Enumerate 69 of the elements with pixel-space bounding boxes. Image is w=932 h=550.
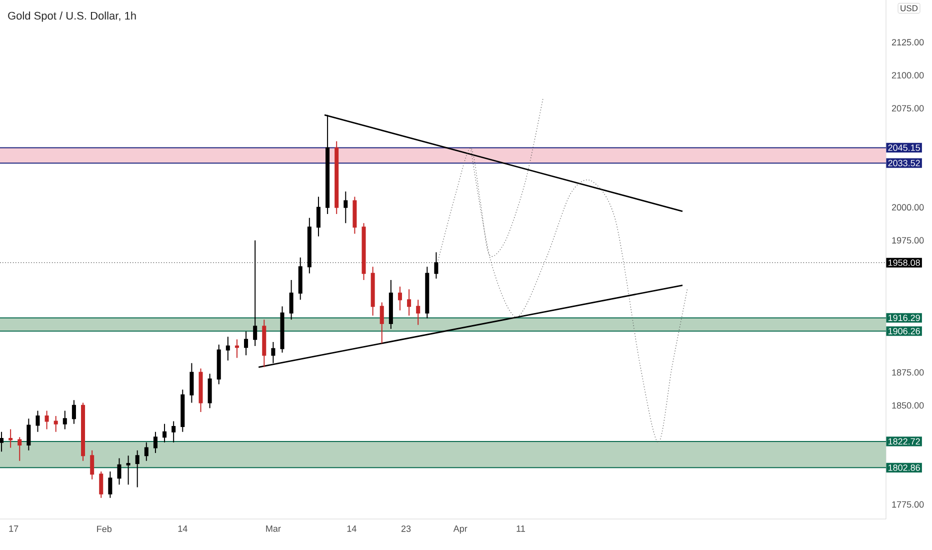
y-tick-label: 1875.00 xyxy=(892,369,924,376)
x-tick-label: 14 xyxy=(347,526,356,532)
candlestick xyxy=(117,458,122,486)
candlestick xyxy=(135,450,140,488)
candlestick xyxy=(0,431,4,452)
candlestick xyxy=(44,410,49,430)
candlestick xyxy=(190,362,194,404)
candlestick xyxy=(388,279,393,330)
x-tick-label: 14 xyxy=(178,526,188,532)
candlestick xyxy=(81,402,86,462)
candlestick xyxy=(26,418,31,451)
text: Gold Spot / U.S. Dollar, 1h xyxy=(8,12,136,22)
x-tick-label: 11 xyxy=(516,526,525,532)
candlestick xyxy=(62,410,67,430)
candlestick xyxy=(126,455,130,486)
candlestick xyxy=(425,266,430,319)
ref-line-label: 2045.15 xyxy=(888,144,920,151)
candlestick xyxy=(244,330,248,356)
ref-line-label: 2033.52 xyxy=(888,160,920,166)
candlestick xyxy=(316,196,320,237)
candlestick xyxy=(72,400,76,424)
candlestick xyxy=(144,442,148,462)
x-tick-label: Apr xyxy=(453,526,468,534)
candlestick xyxy=(234,338,239,358)
candlestick xyxy=(216,344,221,385)
candlestick xyxy=(334,140,339,214)
candlestick xyxy=(262,319,266,368)
candlestick xyxy=(36,410,40,432)
candlestick xyxy=(198,368,203,413)
ref-line-label: 1958.08 xyxy=(888,260,920,266)
ref-line-label: 1822.72 xyxy=(888,438,920,445)
candlestick xyxy=(226,336,230,362)
candlestick xyxy=(407,288,412,316)
candlestick xyxy=(180,389,185,432)
y-tick-label: 2000.00 xyxy=(892,204,924,211)
candlestick xyxy=(398,286,402,311)
candlestick xyxy=(271,342,276,364)
candlestick xyxy=(344,190,348,224)
ref-line-label: 1906.26 xyxy=(888,328,920,334)
x-tick-label: 17 xyxy=(9,526,18,532)
candlestick xyxy=(370,266,375,316)
candlestick xyxy=(162,423,167,443)
ref-line-label: 1802.86 xyxy=(888,464,920,471)
candlestick xyxy=(18,436,22,462)
candlestick xyxy=(280,306,284,354)
y-tick-label: 2100.00 xyxy=(892,72,924,78)
candlestick xyxy=(352,196,357,234)
y-tick-label: 2075.00 xyxy=(892,105,924,112)
candlestick xyxy=(208,373,212,409)
candlestick xyxy=(99,470,104,498)
candlestick xyxy=(362,222,366,280)
x-tick-label: Feb xyxy=(97,526,112,532)
candlestick xyxy=(54,415,58,432)
y-tick-label: 1775.00 xyxy=(892,501,924,508)
candlestick xyxy=(90,450,94,480)
candlestick xyxy=(172,420,176,443)
ref-line-label: 1916.29 xyxy=(888,314,920,322)
candlestick xyxy=(416,299,420,326)
x-tick-label: 23 xyxy=(401,526,411,532)
y-tick-label: 1850.00 xyxy=(892,402,924,409)
y-axis-title: USD xyxy=(900,5,918,12)
candlestick xyxy=(289,279,294,320)
candlestick xyxy=(8,428,13,448)
y-tick-label: 1975.00 xyxy=(892,237,924,244)
candlestick xyxy=(153,431,158,454)
candlestick xyxy=(108,470,112,498)
y-tick-label: 2125.00 xyxy=(892,39,924,46)
candlestick xyxy=(380,302,384,344)
x-tick-label: Mar xyxy=(266,526,281,532)
